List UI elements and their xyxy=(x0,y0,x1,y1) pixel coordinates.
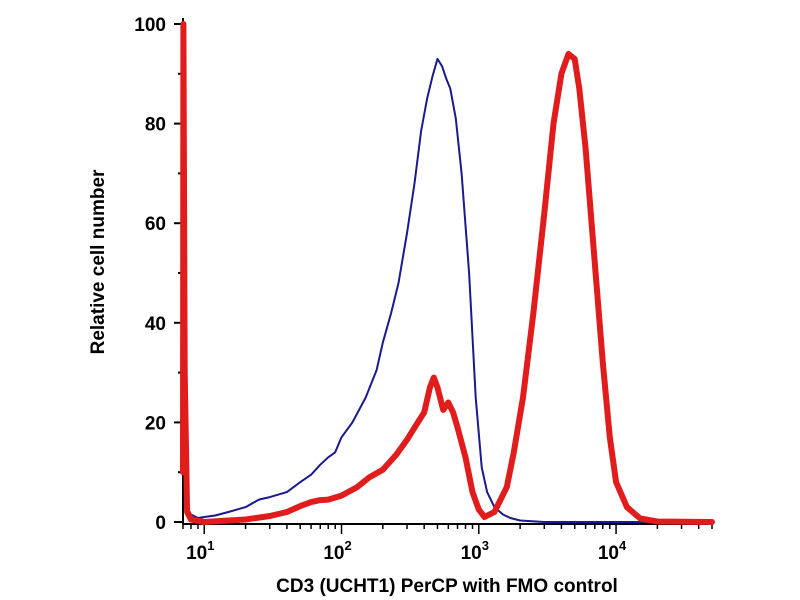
y-tick-label: 20 xyxy=(145,413,166,434)
y-axis-title: Relative cell number xyxy=(88,169,109,354)
x-axis-ticks: 101 102 103 104 xyxy=(182,524,713,564)
y-tick-label: 40 xyxy=(145,314,166,335)
series-layer xyxy=(180,21,715,525)
y-tick-label: 0 xyxy=(155,513,166,534)
y-tick-label: 80 xyxy=(145,115,166,136)
y-tick-label: 60 xyxy=(145,214,166,235)
y-tick-label: 100 xyxy=(134,15,166,36)
x-tick-label: 103 xyxy=(461,538,489,564)
x-tick-label: 104 xyxy=(598,538,627,564)
x-axis-title: CD3 (UCHT1) PerCP with FMO control xyxy=(276,576,618,597)
x-tick-label: 102 xyxy=(323,538,351,564)
plot-area: 0 20 40 60 80 100 101 102 103 104 xyxy=(134,15,715,564)
fmo-control-histogram-line xyxy=(182,23,713,523)
cd3-percp-histogram-line xyxy=(180,21,715,525)
x-tick-label: 101 xyxy=(186,538,214,564)
y-axis-ticks: 0 20 40 60 80 100 xyxy=(134,15,183,534)
